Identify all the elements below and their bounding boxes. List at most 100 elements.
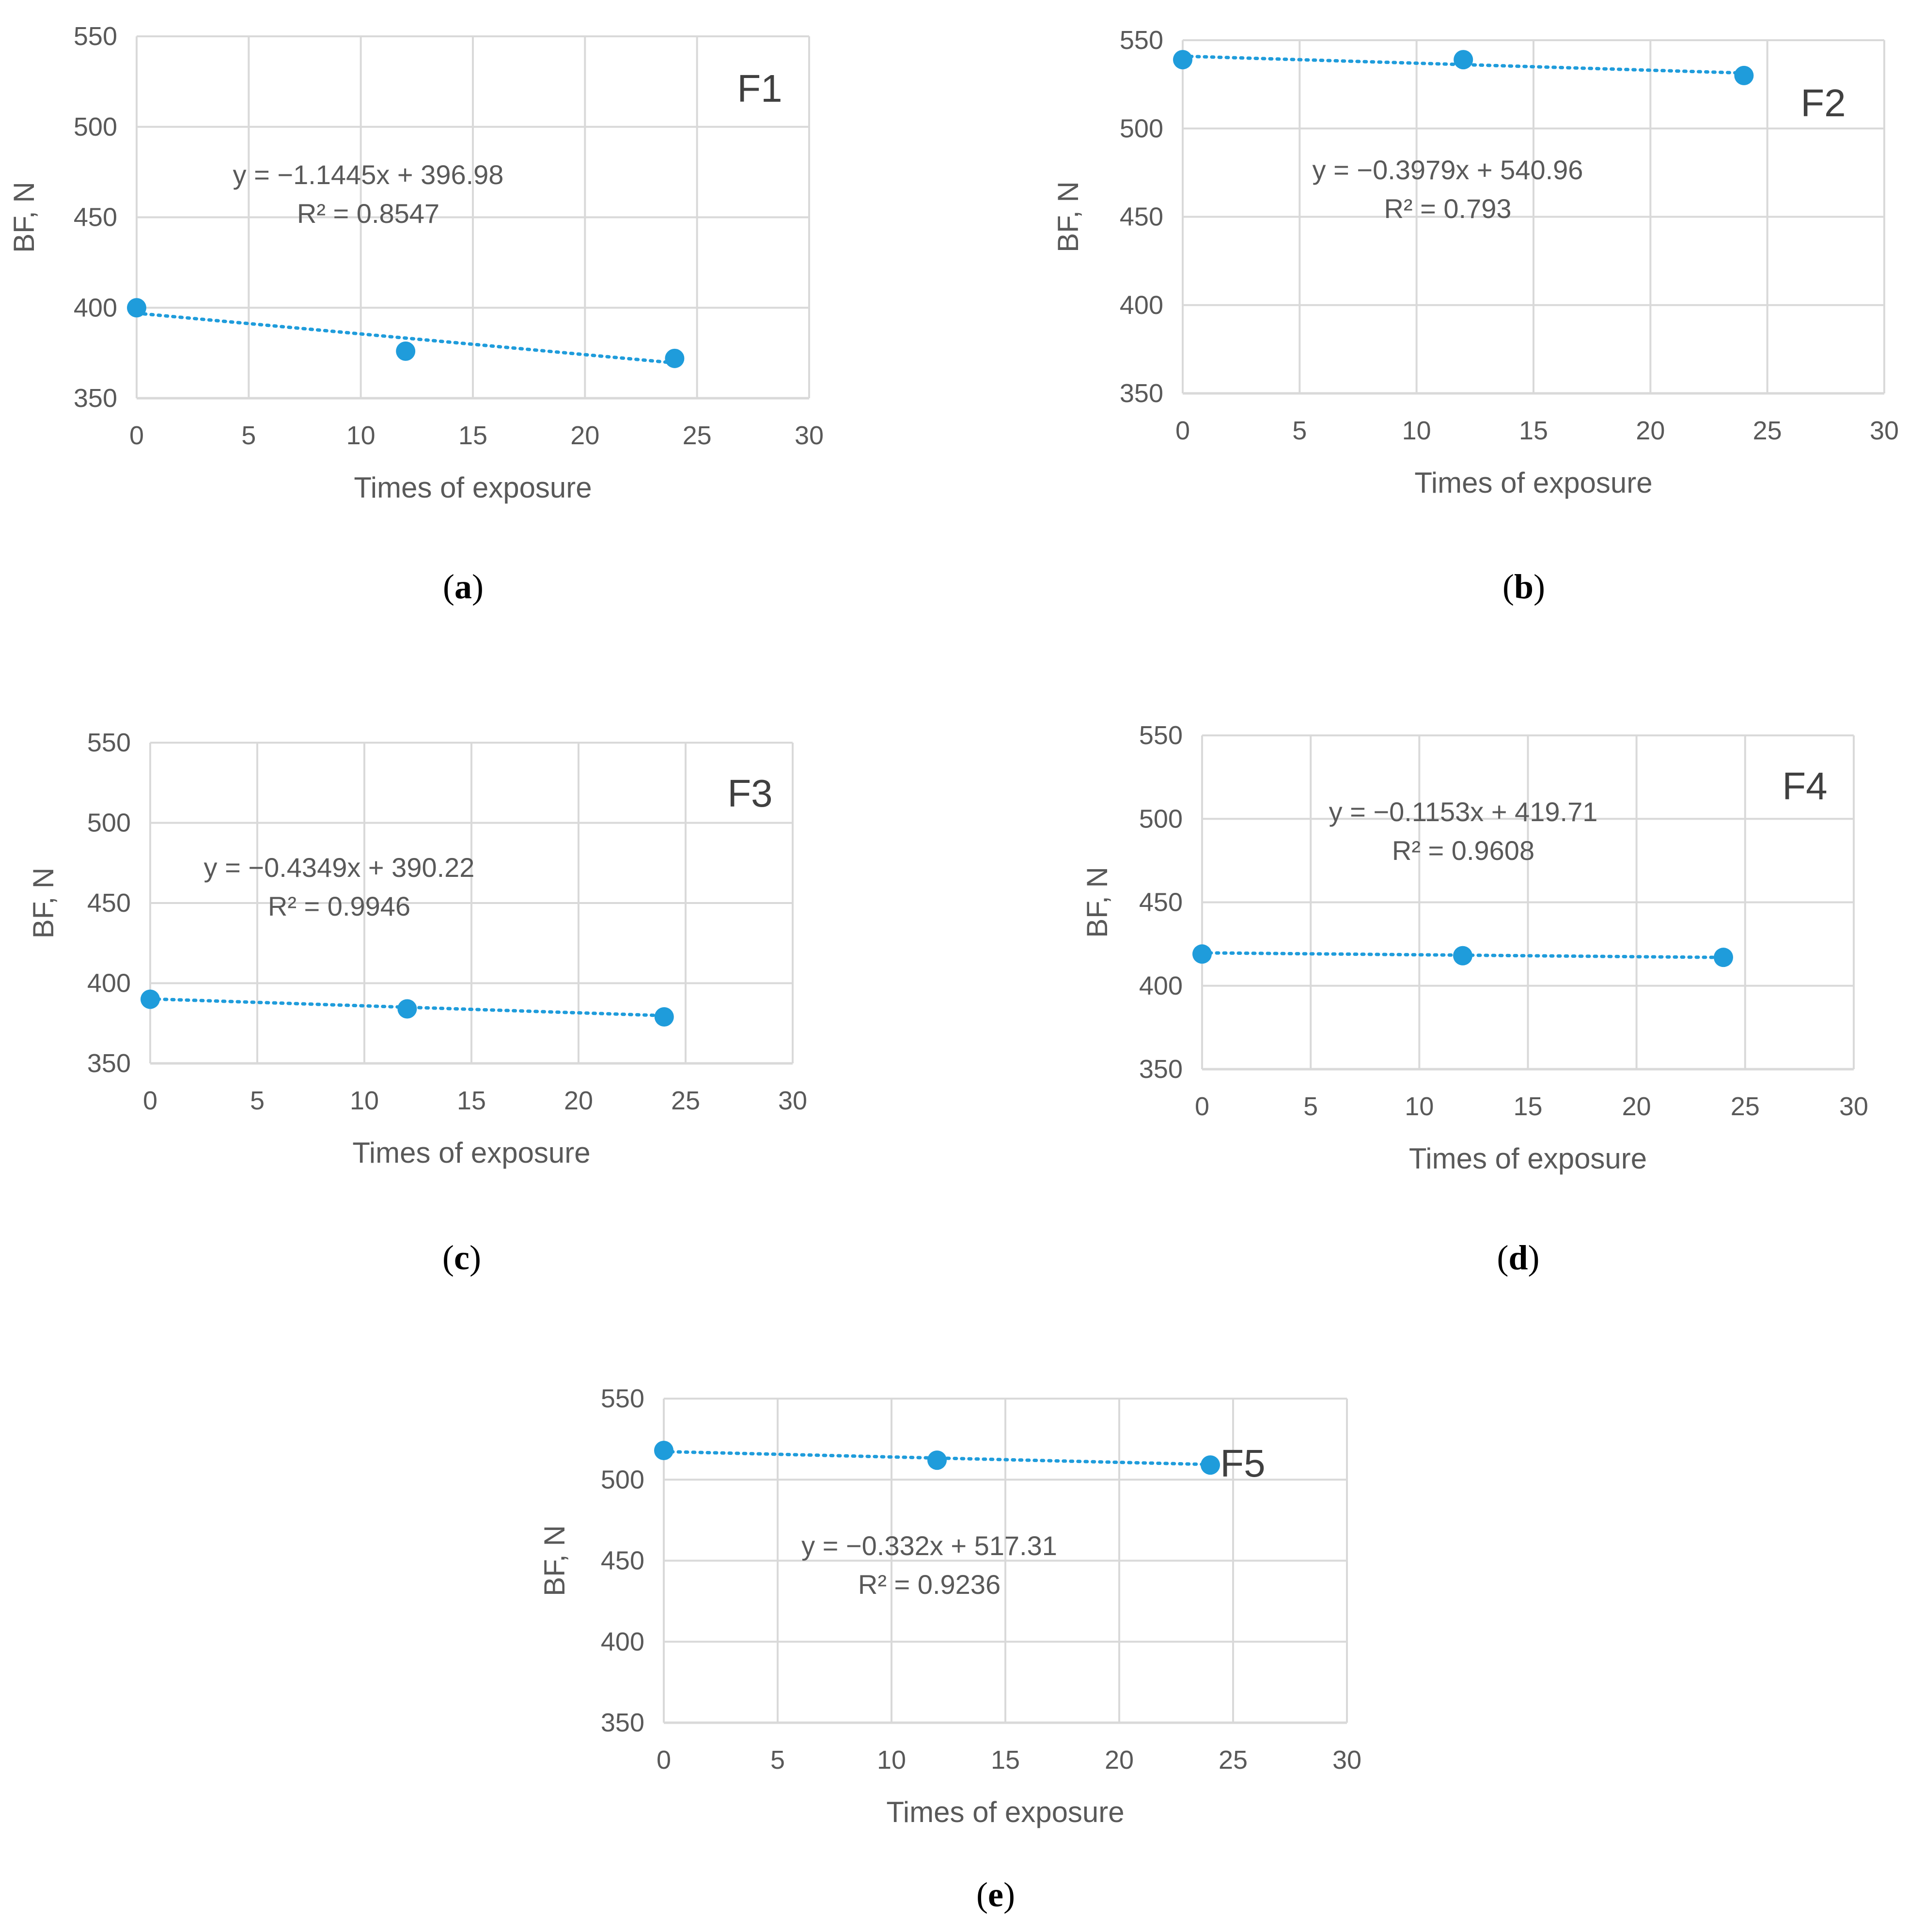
trendline-equation: y = −1.1445x + 396.98 <box>233 159 504 190</box>
x-tick-label: 30 <box>1839 1092 1868 1121</box>
data-point <box>1734 65 1754 85</box>
x-tick-label: 30 <box>1332 1745 1361 1775</box>
x-tick-label: 20 <box>564 1086 593 1115</box>
trendline-r2: R² = 0.9236 <box>858 1569 1001 1600</box>
x-tick-label: 30 <box>1870 416 1899 445</box>
y-tick-label: 500 <box>87 809 131 838</box>
chart-panel-e: 350 400 450 500 550 0 5 10 15 20 25 30 Times of expo… <box>538 1384 1361 1914</box>
x-tick-label: 10 <box>346 421 375 450</box>
y-tick-label: 400 <box>1120 291 1163 320</box>
series-title: F3 <box>727 772 772 815</box>
y-tick-label: 500 <box>601 1465 644 1494</box>
y-axis-title: BF, N <box>1081 867 1113 938</box>
panel-label: (d) <box>1497 1238 1539 1277</box>
y-tick-label: 350 <box>87 1049 131 1078</box>
data-point <box>396 341 416 361</box>
x-tick-label: 20 <box>1105 1745 1134 1775</box>
x-tick-label: 20 <box>570 421 599 450</box>
data-point <box>1173 50 1192 70</box>
x-tick-label: 0 <box>1195 1092 1209 1121</box>
data-point <box>1453 946 1472 966</box>
data-point <box>141 989 160 1009</box>
data-point <box>927 1450 947 1470</box>
trendline-equation: y = −0.1153x + 419.71 <box>1329 796 1598 827</box>
chart-panel-d: 350 400 450 500 550 0 5 10 15 20 25 30 Times of expo… <box>1081 721 1868 1277</box>
panel-label: (a) <box>443 567 484 606</box>
trendline-equation: y = −0.4349x + 390.22 <box>204 852 475 883</box>
panel-label: (c) <box>442 1238 481 1277</box>
x-tick-label: 20 <box>1636 416 1665 445</box>
x-tick-label: 0 <box>1175 416 1190 445</box>
data-point <box>1454 50 1473 70</box>
y-tick-label: 350 <box>601 1708 644 1737</box>
x-axis-title: Times of exposure <box>354 471 592 504</box>
chart-panel-c: 350 400 450 500 550 0 5 10 15 20 25 30 Times of expo… <box>27 728 807 1277</box>
data-point <box>654 1007 674 1027</box>
trendline-r2: R² = 0.9946 <box>268 891 410 921</box>
x-tick-label: 25 <box>683 421 712 450</box>
y-tick-label: 550 <box>74 22 117 51</box>
y-axis-title: BF, N <box>538 1525 571 1596</box>
x-tick-label: 10 <box>1402 416 1431 445</box>
y-tick-label: 350 <box>1120 379 1163 408</box>
x-tick-label: 30 <box>795 421 824 450</box>
x-tick-label: 0 <box>129 421 144 450</box>
x-tick-label: 25 <box>671 1086 700 1115</box>
data-point <box>397 999 417 1019</box>
x-axis-title: Times of exposure <box>1414 467 1652 499</box>
panel-label: (e) <box>976 1875 1015 1914</box>
trendline-r2: R² = 0.9608 <box>1392 835 1534 866</box>
trendline <box>135 312 676 365</box>
x-tick-label: 30 <box>778 1086 807 1115</box>
x-tick-label: 10 <box>1405 1092 1434 1121</box>
y-tick-label: 500 <box>1139 804 1183 833</box>
y-axis-title: BF, N <box>1052 181 1084 252</box>
x-tick-label: 15 <box>458 421 487 450</box>
trendline-r2: R² = 0.793 <box>1384 193 1511 224</box>
y-tick-label: 450 <box>87 888 131 918</box>
y-tick-label: 550 <box>1120 26 1163 55</box>
y-tick-label: 550 <box>87 728 131 757</box>
y-tick-label: 550 <box>601 1384 644 1413</box>
data-point <box>654 1441 673 1461</box>
y-tick-label: 500 <box>74 112 117 141</box>
series-title: F5 <box>1220 1442 1265 1485</box>
y-tick-label: 400 <box>74 293 117 322</box>
x-axis-title: Times of exposure <box>352 1137 590 1169</box>
trendline <box>1181 54 1746 75</box>
series-title: F2 <box>1800 81 1846 125</box>
x-tick-label: 15 <box>1513 1092 1542 1121</box>
data-point <box>1192 944 1212 964</box>
x-tick-label: 5 <box>1303 1092 1318 1121</box>
x-tick-label: 5 <box>250 1086 265 1115</box>
x-tick-label: 25 <box>1753 416 1782 445</box>
x-tick-label: 0 <box>143 1086 157 1115</box>
x-tick-label: 5 <box>770 1745 785 1775</box>
x-tick-label: 15 <box>457 1086 486 1115</box>
x-tick-label: 25 <box>1219 1745 1248 1775</box>
trendline-r2: R² = 0.8547 <box>297 198 439 229</box>
series-title: F4 <box>1782 764 1827 808</box>
panel-label: (b) <box>1502 567 1545 606</box>
trendline-equation: y = −0.3979x + 540.96 <box>1313 155 1583 185</box>
y-tick-label: 450 <box>74 203 117 232</box>
x-tick-label: 25 <box>1731 1092 1760 1121</box>
chart-panel-b: 350 400 450 500 550 0 5 10 15 20 25 30 Times of expo… <box>1052 26 1899 606</box>
y-axis-title: BF, N <box>27 868 60 939</box>
x-tick-label: 15 <box>991 1745 1020 1775</box>
x-axis-title: Times of exposure <box>1409 1142 1647 1175</box>
y-tick-label: 450 <box>1120 203 1163 232</box>
data-point <box>127 298 146 318</box>
x-tick-label: 5 <box>1292 416 1307 445</box>
y-tick-label: 450 <box>601 1546 644 1575</box>
trendline-equation: y = −0.332x + 517.31 <box>801 1530 1057 1561</box>
y-tick-label: 350 <box>74 384 117 413</box>
x-tick-label: 20 <box>1622 1092 1651 1121</box>
y-tick-label: 400 <box>601 1627 644 1656</box>
x-axis-title: Times of exposure <box>886 1796 1124 1828</box>
y-tick-label: 450 <box>1139 888 1183 917</box>
chart-panel-a: 350 400 450 500 550 0 5 10 15 20 25 30 Times of expo… <box>8 22 824 606</box>
data-point <box>665 348 685 368</box>
y-tick-label: 550 <box>1139 721 1183 750</box>
